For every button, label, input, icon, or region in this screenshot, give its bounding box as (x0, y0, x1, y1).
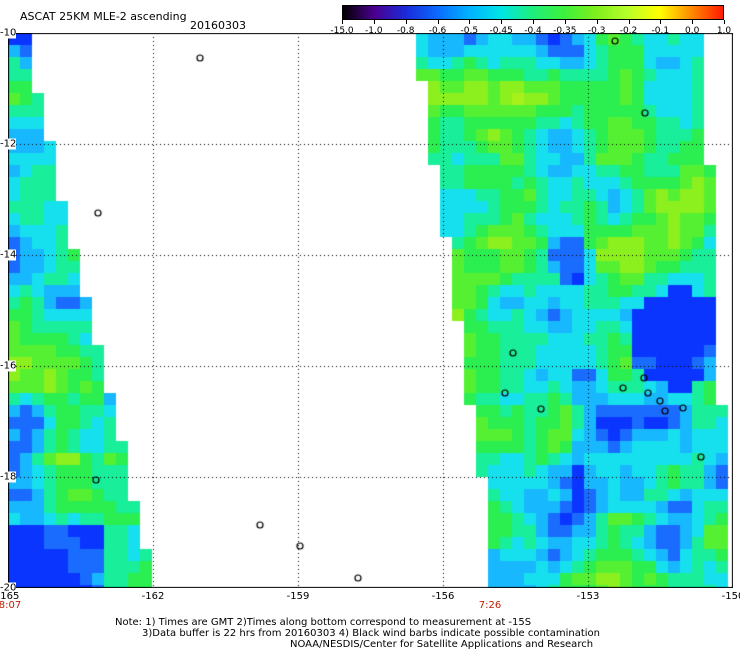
colorbar-tick-mark (692, 20, 694, 24)
colorbar-tick-mark (660, 20, 662, 24)
colorbar-tick-label: -0.5 (460, 26, 479, 36)
note-line-3: NOAA/NESDIS/Center for Satellite Applica… (290, 639, 594, 650)
longitude-label: -159 (286, 591, 310, 602)
colorbar-tick-mark (469, 20, 471, 24)
colorbar-tick-label: 1.0 (716, 26, 732, 36)
chart-title: ASCAT 25KM MLE-2 ascending (20, 10, 187, 23)
colorbar-tick-label: -0.6 (428, 26, 447, 36)
colorbar (342, 5, 724, 20)
longitude-label: -156 (431, 591, 455, 602)
longitude-label: -162 (141, 591, 165, 602)
colorbar-tick-label: -0.4 (524, 26, 542, 36)
colorbar-tick-mark (373, 20, 375, 24)
colorbar-tick-label: -0.35 (553, 26, 577, 36)
colorbar-tick-mark (501, 20, 503, 24)
latitude-label: -18 (0, 471, 17, 483)
note-line-1: Note: 1) Times are GMT 2)Times along bot… (115, 617, 532, 628)
swath-time-left: 8:07 (0, 600, 22, 611)
latitude-label: -20 (0, 582, 17, 594)
note-line-2: 3)Data buffer is 22 hrs from 20160303 4)… (142, 628, 600, 639)
colorbar-tick-label: -0.2 (619, 26, 638, 36)
colorbar-tick-mark (437, 20, 439, 24)
colorbar-tick-mark (724, 20, 725, 24)
latitude-label: -16 (0, 360, 17, 372)
colorbar-tick-label: -1.0 (365, 26, 383, 36)
longitude-label: -153 (576, 591, 600, 602)
longitude-label: -165 (0, 591, 20, 602)
colorbar-tick-label: -0.8 (396, 26, 415, 36)
date-label: 20160303 (190, 19, 246, 32)
map-plot (8, 33, 733, 588)
colorbar-tick-mark (533, 20, 534, 24)
latitude-label: -12 (0, 138, 17, 150)
colorbar-tick-label: -15.0 (330, 26, 354, 36)
swath-time-right: 7:26 (478, 600, 502, 611)
colorbar-tick-mark (564, 20, 566, 24)
colorbar-tick-mark (342, 20, 343, 24)
colorbar-tick-label: -0.3 (587, 26, 606, 36)
colorbar-tick-mark (405, 20, 407, 24)
colorbar-tick-label: 0.0 (684, 26, 700, 36)
longitude-label: -150 (721, 591, 740, 602)
latitude-label: -14 (0, 249, 17, 261)
colorbar-tick-label: -0.1 (651, 26, 670, 36)
colorbar-tick-mark (596, 20, 598, 24)
latitude-label: -10 (0, 27, 17, 39)
colorbar-tick-label: -0.45 (489, 26, 513, 36)
colorbar-tick-mark (628, 20, 630, 24)
